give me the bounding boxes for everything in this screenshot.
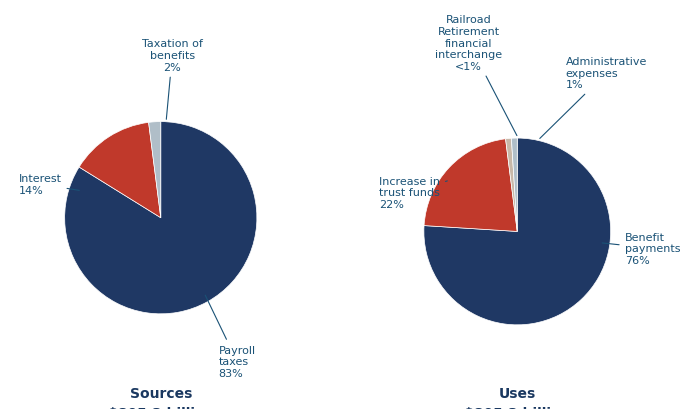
Text: Administrative
expenses
1%: Administrative expenses 1% [540, 57, 647, 139]
Text: Increase in
trust funds
22%: Increase in trust funds 22% [379, 176, 447, 209]
Text: Interest
14%: Interest 14% [19, 174, 79, 196]
Wedge shape [424, 139, 611, 325]
Wedge shape [65, 122, 257, 314]
Text: Sources: Sources [129, 387, 192, 400]
Text: Railroad
Retirement
financial
interchange
<1%: Railroad Retirement financial interchang… [435, 16, 517, 136]
Text: Payroll
taxes
83%: Payroll taxes 83% [206, 295, 256, 378]
Wedge shape [424, 139, 517, 232]
Wedge shape [79, 123, 161, 218]
Wedge shape [512, 139, 517, 232]
Wedge shape [149, 122, 161, 218]
Text: Uses: Uses [498, 387, 536, 400]
Text: Taxation of
benefits
2%: Taxation of benefits 2% [142, 39, 203, 120]
Wedge shape [505, 139, 517, 232]
Text: $805.3 billion: $805.3 billion [464, 406, 570, 409]
Text: $805.3 billion: $805.3 billion [108, 406, 214, 409]
Text: Benefit
payments
76%: Benefit payments 76% [603, 232, 680, 265]
